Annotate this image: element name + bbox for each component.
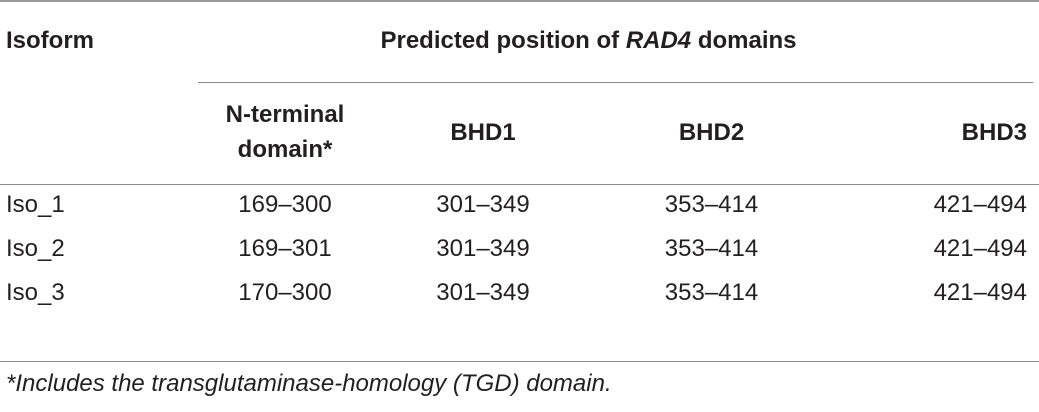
bhd2-column-header: BHD2	[678, 118, 745, 146]
group-header-gene: RAD4	[625, 27, 692, 55]
table-row-3-bhd2: 353–414	[664, 279, 759, 307]
table-row-2-bhd2: 353–414	[664, 235, 759, 263]
table-row-2-bhd3: 421–494	[933, 235, 1027, 263]
bhd1-column-header: BHD1	[450, 118, 516, 146]
bhd3-column-header: BHD3	[961, 118, 1027, 146]
table-row-2-isoform: Iso_2	[6, 235, 65, 263]
table-top-rule	[0, 0, 1039, 2]
n-terminal-column-header: N-terminal domain*	[225, 100, 345, 163]
table-footnote: *Includes the transglutaminase-homology …	[6, 370, 612, 397]
isoform-column-header: Isoform	[6, 27, 95, 55]
domain-table: Isoform Predicted position of RAD4 domai…	[6, 24, 1039, 307]
header-bottom-rule	[0, 184, 1039, 185]
group-header-suffix: domains	[691, 27, 797, 55]
table-row-3-isoform: Iso_3	[6, 279, 65, 307]
table-bottom-rule	[0, 361, 1039, 362]
group-header-prefix: Predicted position of	[380, 27, 626, 55]
table-row-2-n-terminal: 169–301	[238, 235, 332, 263]
table-row-3-n-terminal: 170–300	[238, 279, 332, 307]
table-row-3-bhd1: 301–349	[436, 279, 530, 307]
table-row-1-bhd2: 353–414	[664, 191, 759, 219]
group-header-rule	[198, 82, 1033, 83]
table-row-1-bhd1: 301–349	[436, 191, 530, 219]
table-row-2-bhd1: 301–349	[436, 235, 530, 263]
table-row-3-bhd3: 421–494	[933, 279, 1027, 307]
group-column-header: Predicted position of RAD4 domains	[198, 24, 1039, 58]
table-row-1-bhd3: 421–494	[933, 191, 1027, 219]
table-row-1-isoform: Iso_1	[6, 191, 65, 219]
table-row-1-n-terminal: 169–300	[238, 191, 332, 219]
